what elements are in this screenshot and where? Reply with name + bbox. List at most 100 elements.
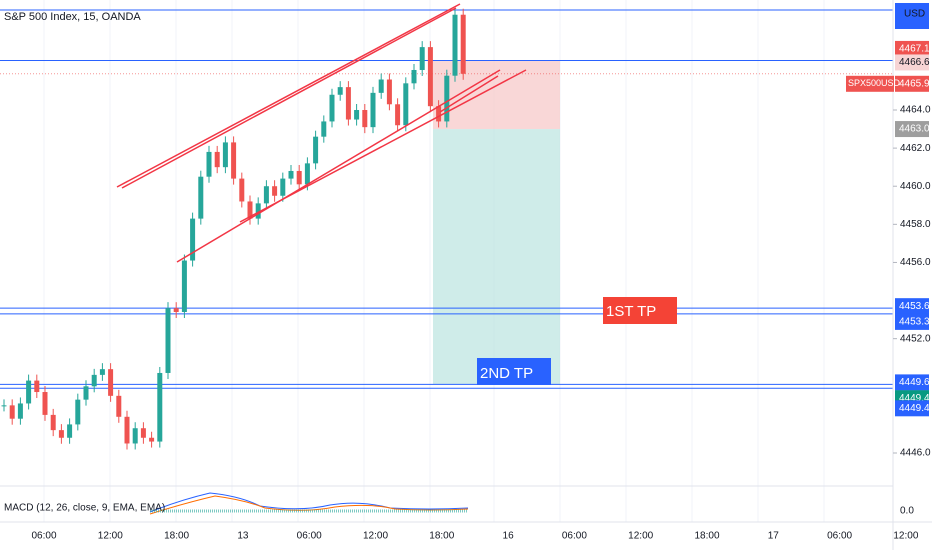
candle-body — [157, 372, 163, 442]
candle-body — [247, 201, 253, 219]
candle-body — [280, 178, 286, 196]
price-tick-label: 4462.0 — [900, 143, 931, 154]
candle-body — [239, 178, 245, 202]
candle-body — [108, 369, 114, 396]
time-tick-label: 12:00 — [98, 531, 123, 542]
time-tick-label: 06:00 — [562, 531, 587, 542]
candle-body — [1, 405, 7, 407]
time-tick-label: 06:00 — [31, 531, 56, 542]
candle-body — [378, 79, 384, 93]
price-tick-label: 4458.0 — [900, 219, 931, 230]
currency-label: USD — [904, 9, 925, 20]
time-tick-label: 18:00 — [429, 531, 454, 542]
stop-zone — [433, 60, 560, 130]
candle-body — [214, 151, 220, 168]
candle-body — [313, 136, 319, 164]
candle-body — [50, 414, 56, 431]
price-tag-label: 4453.3 — [899, 317, 930, 328]
candle-body — [132, 428, 138, 444]
candle-body — [386, 79, 392, 105]
candle-body — [452, 14, 458, 76]
price-tick-label: 4460.0 — [900, 181, 931, 192]
candle-body — [99, 369, 105, 375]
time-tick-label: 12:00 — [363, 531, 388, 542]
price-tick-label: 4464.0 — [900, 105, 931, 116]
candle-body — [395, 104, 401, 126]
candle-body — [460, 14, 466, 74]
candle-body — [116, 395, 122, 417]
time-tick-label: 12:00 — [893, 531, 918, 542]
candle-body — [173, 308, 179, 312]
channel-lines — [116, 3, 527, 263]
candle-body — [362, 110, 368, 128]
candle-body — [222, 142, 228, 168]
tp2-label: 2ND TP — [480, 365, 533, 382]
candle-body — [436, 106, 442, 122]
candle-body — [419, 47, 425, 70]
candle-body — [83, 386, 89, 400]
time-tick-label: 12:00 — [628, 531, 653, 542]
candle-body — [444, 75, 450, 122]
macd-line — [149, 492, 469, 513]
price-tag-label: 4449.4 — [899, 403, 930, 414]
symbol-tag — [846, 75, 894, 92]
price-tag-label: 4463.0 — [899, 124, 930, 135]
candle-body — [9, 405, 15, 419]
price-tag — [895, 400, 929, 417]
candle-body — [198, 176, 204, 219]
candle-body — [67, 424, 73, 438]
candle-body — [17, 403, 23, 419]
price-tick-label: 4446.0 — [900, 448, 931, 459]
price-tag — [895, 313, 929, 330]
price-tag-label: 4449.6 — [899, 377, 930, 388]
candle-body — [296, 170, 302, 185]
candle-body — [42, 392, 48, 415]
candle-body — [411, 69, 417, 84]
price-tag-label: 4449.4 — [899, 393, 930, 404]
price-tick-label: 4452.0 — [900, 333, 931, 344]
time-tick-label: 18:00 — [164, 531, 189, 542]
time-tick-label: 18:00 — [694, 531, 719, 542]
price-tick-label: 4456.0 — [900, 257, 931, 268]
candle-body — [288, 170, 294, 179]
time-tick-label: 13 — [237, 531, 249, 542]
symbol-tag-label: SPX500USD — [848, 78, 901, 88]
price-tag — [895, 54, 929, 71]
candle-body — [345, 87, 351, 120]
time-tick-label: 06:00 — [297, 531, 322, 542]
candle-body — [272, 186, 278, 196]
tp1-box — [603, 297, 677, 324]
candle-body — [354, 110, 360, 120]
chart-title: S&P 500 Index, 15, OANDA — [4, 11, 141, 23]
price-tag — [895, 298, 929, 315]
price-tag-label: 4453.6 — [899, 301, 930, 312]
candle-body — [321, 121, 327, 137]
price-tag-label: 4466.6 — [899, 57, 930, 68]
candle-body — [75, 399, 81, 425]
price-tag — [895, 121, 929, 138]
candle-body — [304, 163, 310, 185]
candle-body — [427, 47, 433, 107]
candle-body — [165, 308, 171, 373]
candle-body — [181, 260, 187, 312]
candle-body — [140, 428, 146, 438]
macd-label: MACD (12, 26, close, 9, EMA, EMA) — [4, 503, 165, 514]
candle-body — [231, 142, 237, 179]
macd-zero-label: 0.0 — [900, 506, 914, 517]
price-tag-label: 4465.9 — [899, 78, 930, 89]
candle-body — [206, 151, 212, 177]
target-zone — [433, 129, 560, 385]
candle-body — [149, 437, 155, 442]
candle-body — [190, 218, 196, 261]
top-tag — [895, 3, 929, 29]
candle-body — [337, 87, 343, 95]
candle-body — [370, 92, 376, 128]
price-tag — [895, 75, 929, 92]
candle-body — [91, 374, 97, 387]
candle-body — [329, 94, 335, 122]
candle-body — [58, 430, 64, 438]
time-tick-label: 17 — [768, 531, 780, 542]
tp1-label: 1ST TP — [606, 303, 656, 320]
price-tag-label: 4467.1 — [899, 44, 930, 55]
